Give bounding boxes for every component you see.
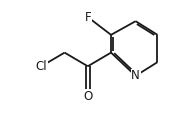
Text: Cl: Cl — [36, 60, 47, 73]
Text: O: O — [83, 90, 92, 103]
Text: N: N — [131, 69, 140, 82]
Text: F: F — [84, 11, 91, 24]
